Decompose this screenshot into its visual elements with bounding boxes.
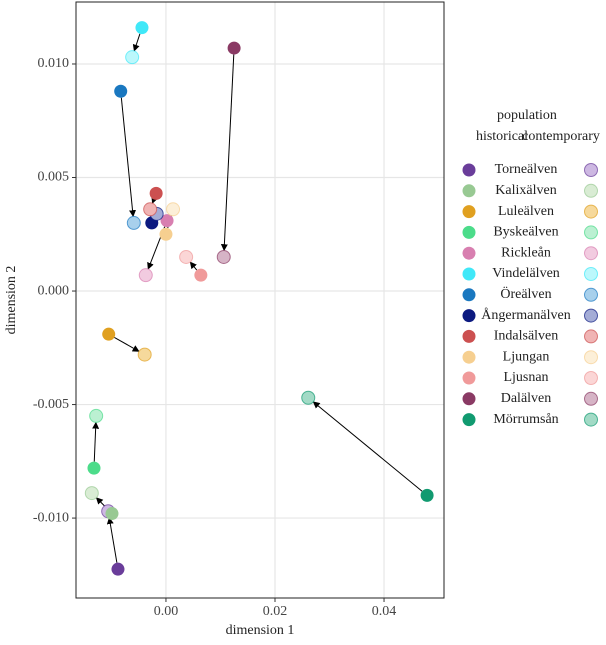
x-tick-label: 0.00 bbox=[154, 604, 179, 619]
legend-swatch bbox=[462, 329, 476, 343]
legend-swatch bbox=[462, 413, 476, 427]
legend-label: Rickleån bbox=[501, 245, 551, 260]
legend-swatch bbox=[462, 371, 476, 385]
x-tick-label: 0.04 bbox=[372, 604, 397, 619]
arrow bbox=[189, 261, 198, 271]
historical-point bbox=[87, 461, 101, 475]
legend-swatch bbox=[462, 184, 476, 198]
arrow bbox=[92, 421, 100, 462]
historical-point bbox=[111, 562, 125, 576]
arrow bbox=[312, 401, 423, 492]
historical-point bbox=[159, 227, 173, 241]
plot-border bbox=[75, 1, 445, 599]
historical-point bbox=[105, 507, 119, 521]
historical-point bbox=[102, 327, 116, 341]
arrow bbox=[132, 33, 141, 52]
contemporary-point bbox=[126, 215, 141, 230]
arrow bbox=[220, 54, 235, 252]
arrow bbox=[106, 516, 118, 563]
legend-swatch bbox=[584, 163, 598, 177]
legend-label: Byskeälven bbox=[493, 225, 558, 240]
legend-swatch bbox=[462, 163, 476, 177]
legend-label: Luleälven bbox=[498, 204, 554, 219]
y-tick-label: 0.010 bbox=[38, 56, 70, 71]
legend-swatch bbox=[584, 225, 598, 240]
legend-swatch bbox=[584, 183, 598, 198]
legend-swatch bbox=[584, 287, 598, 302]
legend-swatch bbox=[584, 350, 598, 365]
legend-swatch bbox=[462, 205, 476, 219]
legend-label: Ljusnan bbox=[503, 370, 548, 385]
legend-swatch bbox=[584, 329, 598, 344]
legend-swatch bbox=[584, 371, 598, 385]
legend-column-label: contemporary bbox=[522, 129, 600, 144]
x-axis-title: dimension 1 bbox=[226, 623, 295, 638]
historical-point bbox=[160, 214, 174, 228]
legend-swatch bbox=[462, 225, 476, 239]
y-axis-title: dimension 2 bbox=[4, 266, 19, 335]
legend-column-label: historical bbox=[476, 129, 528, 144]
legend-title: population bbox=[497, 108, 557, 123]
legend-swatch bbox=[584, 204, 598, 219]
legend-label: Öreälven bbox=[500, 285, 551, 302]
contemporary-point bbox=[216, 249, 231, 264]
y-tick-label: 0.005 bbox=[38, 170, 70, 185]
legend-swatch bbox=[462, 267, 476, 281]
historical-point bbox=[227, 41, 241, 55]
y-tick-label: -0.010 bbox=[33, 510, 69, 525]
plot-background bbox=[76, 2, 444, 598]
legend-label: Ljungan bbox=[503, 349, 550, 364]
arrow bbox=[151, 196, 158, 204]
legend-swatch bbox=[584, 246, 598, 261]
arrow bbox=[120, 97, 137, 218]
historical-point bbox=[149, 186, 163, 200]
arrow bbox=[114, 336, 140, 352]
historical-point bbox=[420, 488, 434, 502]
legend-label: Torneälven bbox=[495, 162, 558, 177]
legend-swatch bbox=[584, 412, 598, 427]
legend-label: Ångermanälven bbox=[481, 307, 570, 323]
contemporary-point bbox=[301, 390, 316, 405]
legend-swatch bbox=[462, 288, 476, 302]
legend-swatch bbox=[584, 308, 598, 323]
contemporary-point bbox=[179, 249, 194, 264]
legend-label: Vindelälven bbox=[492, 266, 560, 281]
historical-point bbox=[135, 21, 149, 35]
contemporary-point bbox=[138, 268, 153, 283]
y-tick-label: -0.005 bbox=[33, 397, 69, 412]
contemporary-point bbox=[125, 50, 140, 65]
contemporary-point bbox=[84, 486, 99, 501]
legend-swatch bbox=[584, 267, 598, 281]
legend-label: Indalsälven bbox=[494, 329, 559, 344]
legend-label: Dalälven bbox=[501, 391, 552, 406]
x-tick-label: 0.02 bbox=[263, 604, 288, 619]
legend-label: Kalixälven bbox=[495, 183, 556, 198]
contemporary-point bbox=[89, 408, 104, 423]
legend-swatch bbox=[462, 350, 476, 364]
legend-swatch bbox=[462, 392, 476, 406]
historical-point bbox=[194, 268, 208, 282]
contemporary-point bbox=[137, 347, 152, 362]
historical-point bbox=[114, 84, 128, 98]
legend-swatch bbox=[462, 309, 476, 323]
legend-swatch bbox=[462, 246, 476, 260]
y-tick-label: 0.000 bbox=[38, 283, 70, 298]
legend-label: Mörrumsån bbox=[493, 412, 558, 427]
legend-swatch bbox=[584, 391, 598, 406]
contemporary-point bbox=[143, 202, 158, 217]
contemporary-point bbox=[166, 202, 181, 217]
